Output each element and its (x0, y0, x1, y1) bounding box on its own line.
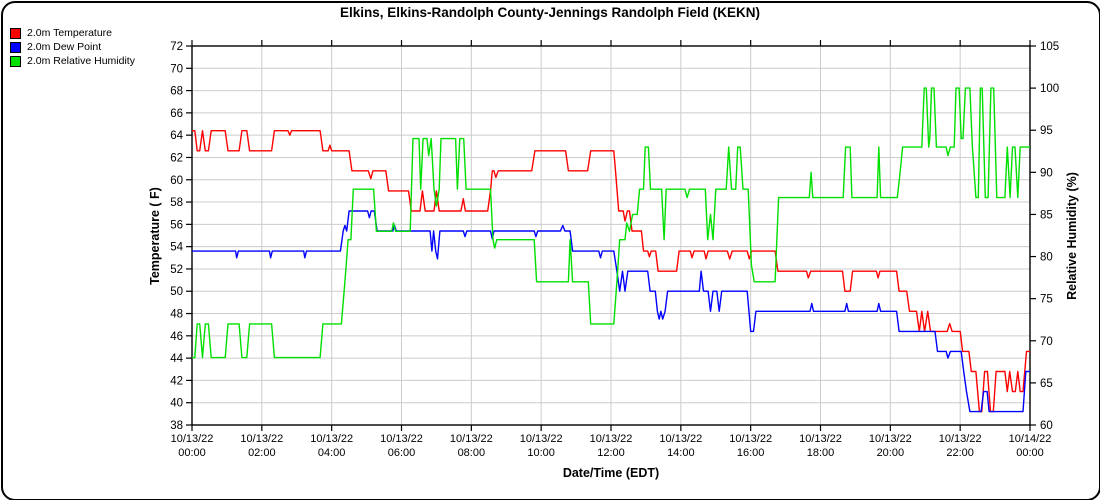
blue-square-swatch-icon (10, 41, 21, 53)
date-tick-label: 10/13/22 (729, 433, 772, 445)
temperature-tick-label: 54 (170, 242, 183, 254)
time-tick-label: 14:00 (667, 447, 695, 459)
2-0m-temperature-line (192, 129, 1030, 413)
temperature-tick-label: 72 (170, 41, 183, 53)
red-square-swatch-icon (10, 27, 21, 39)
legend-label: 2.0m Relative Humidity (27, 55, 135, 67)
2-0m-dew-point-line (192, 210, 1030, 413)
legend-item-temperature: 2.0m Temperature (10, 26, 135, 40)
temperature-tick-label: 68 (170, 86, 183, 98)
temperature-tick-label: 58 (170, 197, 183, 209)
temperature-tick-label: 50 (170, 286, 183, 298)
date-tick-label: 10/13/22 (171, 433, 214, 445)
humidity-tick-label: 70 (1040, 336, 1053, 348)
time-tick-label: 16:00 (737, 447, 765, 459)
temperature-tick-label: 42 (170, 375, 183, 387)
temperature-tick-label: 64 (170, 130, 183, 142)
humidity-tick-label: 105 (1040, 41, 1059, 53)
green-square-swatch-icon (10, 55, 21, 67)
2-0m-relative-humidity-line (192, 87, 1030, 359)
temperature-tick-label: 52 (170, 264, 183, 276)
time-tick-label: 22:00 (946, 447, 974, 459)
axis-tick-labels: 38 40 42 44 46 48 50 52 54 56 58 60 62 64 66 68 70 72 60 65… (170, 41, 1059, 459)
chart-title: Elkins, Elkins-Randolph County-Jennings … (339, 5, 760, 20)
time-tick-label: 12:00 (597, 447, 625, 459)
temperature-tick-label: 62 (170, 152, 183, 164)
date-tick-label: 10/13/22 (799, 433, 842, 445)
legend-item-relative-humidity: 2.0m Relative Humidity (10, 54, 135, 68)
date-tick-label: 10/13/22 (240, 433, 283, 445)
date-tick-label: 10/13/22 (310, 433, 353, 445)
humidity-tick-label: 65 (1040, 378, 1053, 390)
time-tick-label: 00:00 (178, 447, 206, 459)
temperature-tick-label: 56 (170, 219, 183, 231)
axis-ticks (186, 40, 1036, 431)
time-tick-label: 18:00 (807, 447, 835, 459)
time-tick-label: 04:00 (318, 447, 346, 459)
date-tick-label: 10/13/22 (939, 433, 982, 445)
legend-label: 2.0m Temperature (27, 27, 113, 39)
legend-item-dew-point: 2.0m Dew Point (10, 40, 135, 54)
date-tick-label: 10/13/22 (380, 433, 423, 445)
date-tick-label: 10/13/22 (590, 433, 633, 445)
temperature-tick-label: 46 (170, 331, 183, 343)
time-tick-label: 00:00 (1016, 447, 1044, 459)
temperature-tick-label: 48 (170, 309, 183, 321)
humidity-tick-label: 95 (1040, 125, 1053, 137)
time-tick-label: 20:00 (877, 447, 905, 459)
humidity-tick-label: 100 (1040, 83, 1059, 95)
gridlines (192, 46, 1030, 425)
x-axis-title: Date/Time (EDT) (562, 466, 660, 480)
legend: 2.0m Temperature 2.0m Dew Point 2.0m Rel… (10, 26, 135, 68)
date-tick-label: 10/13/22 (659, 433, 702, 445)
humidity-tick-label: 75 (1040, 294, 1053, 306)
humidity-tick-label: 85 (1040, 209, 1053, 221)
time-tick-label: 08:00 (458, 447, 486, 459)
date-tick-label: 10/13/22 (869, 433, 912, 445)
legend-label: 2.0m Dew Point (27, 41, 102, 53)
temperature-tick-label: 66 (170, 108, 183, 120)
time-tick-label: 10:00 (527, 447, 555, 459)
date-tick-label: 10/14/22 (1009, 433, 1052, 445)
temperature-tick-label: 38 (170, 420, 183, 432)
temperature-tick-label: 44 (170, 353, 183, 365)
date-tick-label: 10/13/22 (450, 433, 493, 445)
time-tick-label: 06:00 (388, 447, 416, 459)
temperature-tick-label: 70 (170, 63, 183, 75)
temperature-tick-label: 60 (170, 175, 183, 187)
date-tick-label: 10/13/22 (520, 433, 563, 445)
temperature-tick-label: 40 (170, 398, 183, 410)
humidity-tick-label: 90 (1040, 167, 1053, 179)
humidity-tick-label: 80 (1040, 252, 1053, 264)
humidity-tick-label: 60 (1040, 420, 1053, 432)
time-tick-label: 02:00 (248, 447, 276, 459)
